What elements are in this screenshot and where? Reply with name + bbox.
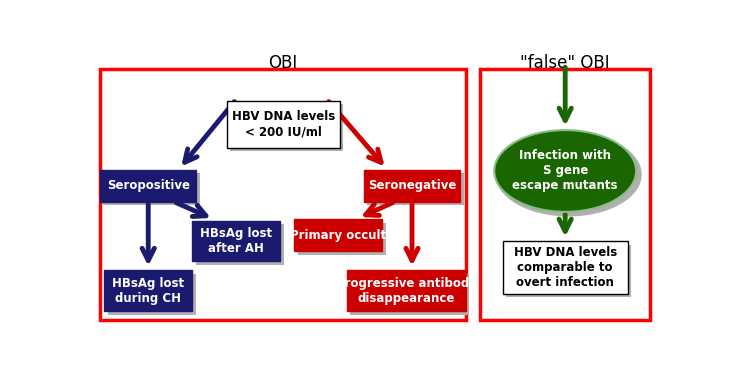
Bar (100, 169, 196, 202)
Bar (480, 69, 650, 320)
Text: Progressive antibody
disappearance: Progressive antibody disappearance (336, 277, 477, 305)
Bar (103, 173, 200, 205)
Text: HBsAg lost
during CH: HBsAg lost during CH (112, 277, 184, 305)
Bar (298, 222, 386, 255)
Bar (367, 173, 463, 205)
Bar (507, 244, 631, 297)
Bar (100, 69, 466, 320)
Text: OBI: OBI (269, 54, 298, 72)
Bar (108, 274, 195, 315)
Bar (503, 241, 627, 294)
Text: HBV DNA levels
< 200 IU/ml: HBV DNA levels < 200 IU/ml (231, 110, 335, 138)
Text: Primary occult: Primary occult (290, 229, 386, 242)
Ellipse shape (494, 130, 636, 212)
Bar (364, 169, 460, 202)
Bar (347, 270, 466, 311)
Text: Seronegative: Seronegative (368, 179, 456, 192)
Bar (230, 105, 343, 151)
Bar (104, 270, 193, 311)
Text: HBV DNA levels
comparable to
overt infection: HBV DNA levels comparable to overt infec… (514, 246, 617, 289)
Bar (195, 224, 283, 265)
Bar (294, 219, 382, 251)
Text: Infection with
S gene
escape mutants: Infection with S gene escape mutants (512, 149, 618, 193)
Text: Seropositive: Seropositive (107, 179, 190, 192)
Text: "false" OBI: "false" OBI (520, 54, 610, 72)
Bar (350, 274, 469, 315)
Bar (226, 101, 340, 147)
Bar (193, 221, 280, 262)
Text: HBsAg lost
after AH: HBsAg lost after AH (200, 227, 272, 255)
Ellipse shape (496, 132, 642, 216)
